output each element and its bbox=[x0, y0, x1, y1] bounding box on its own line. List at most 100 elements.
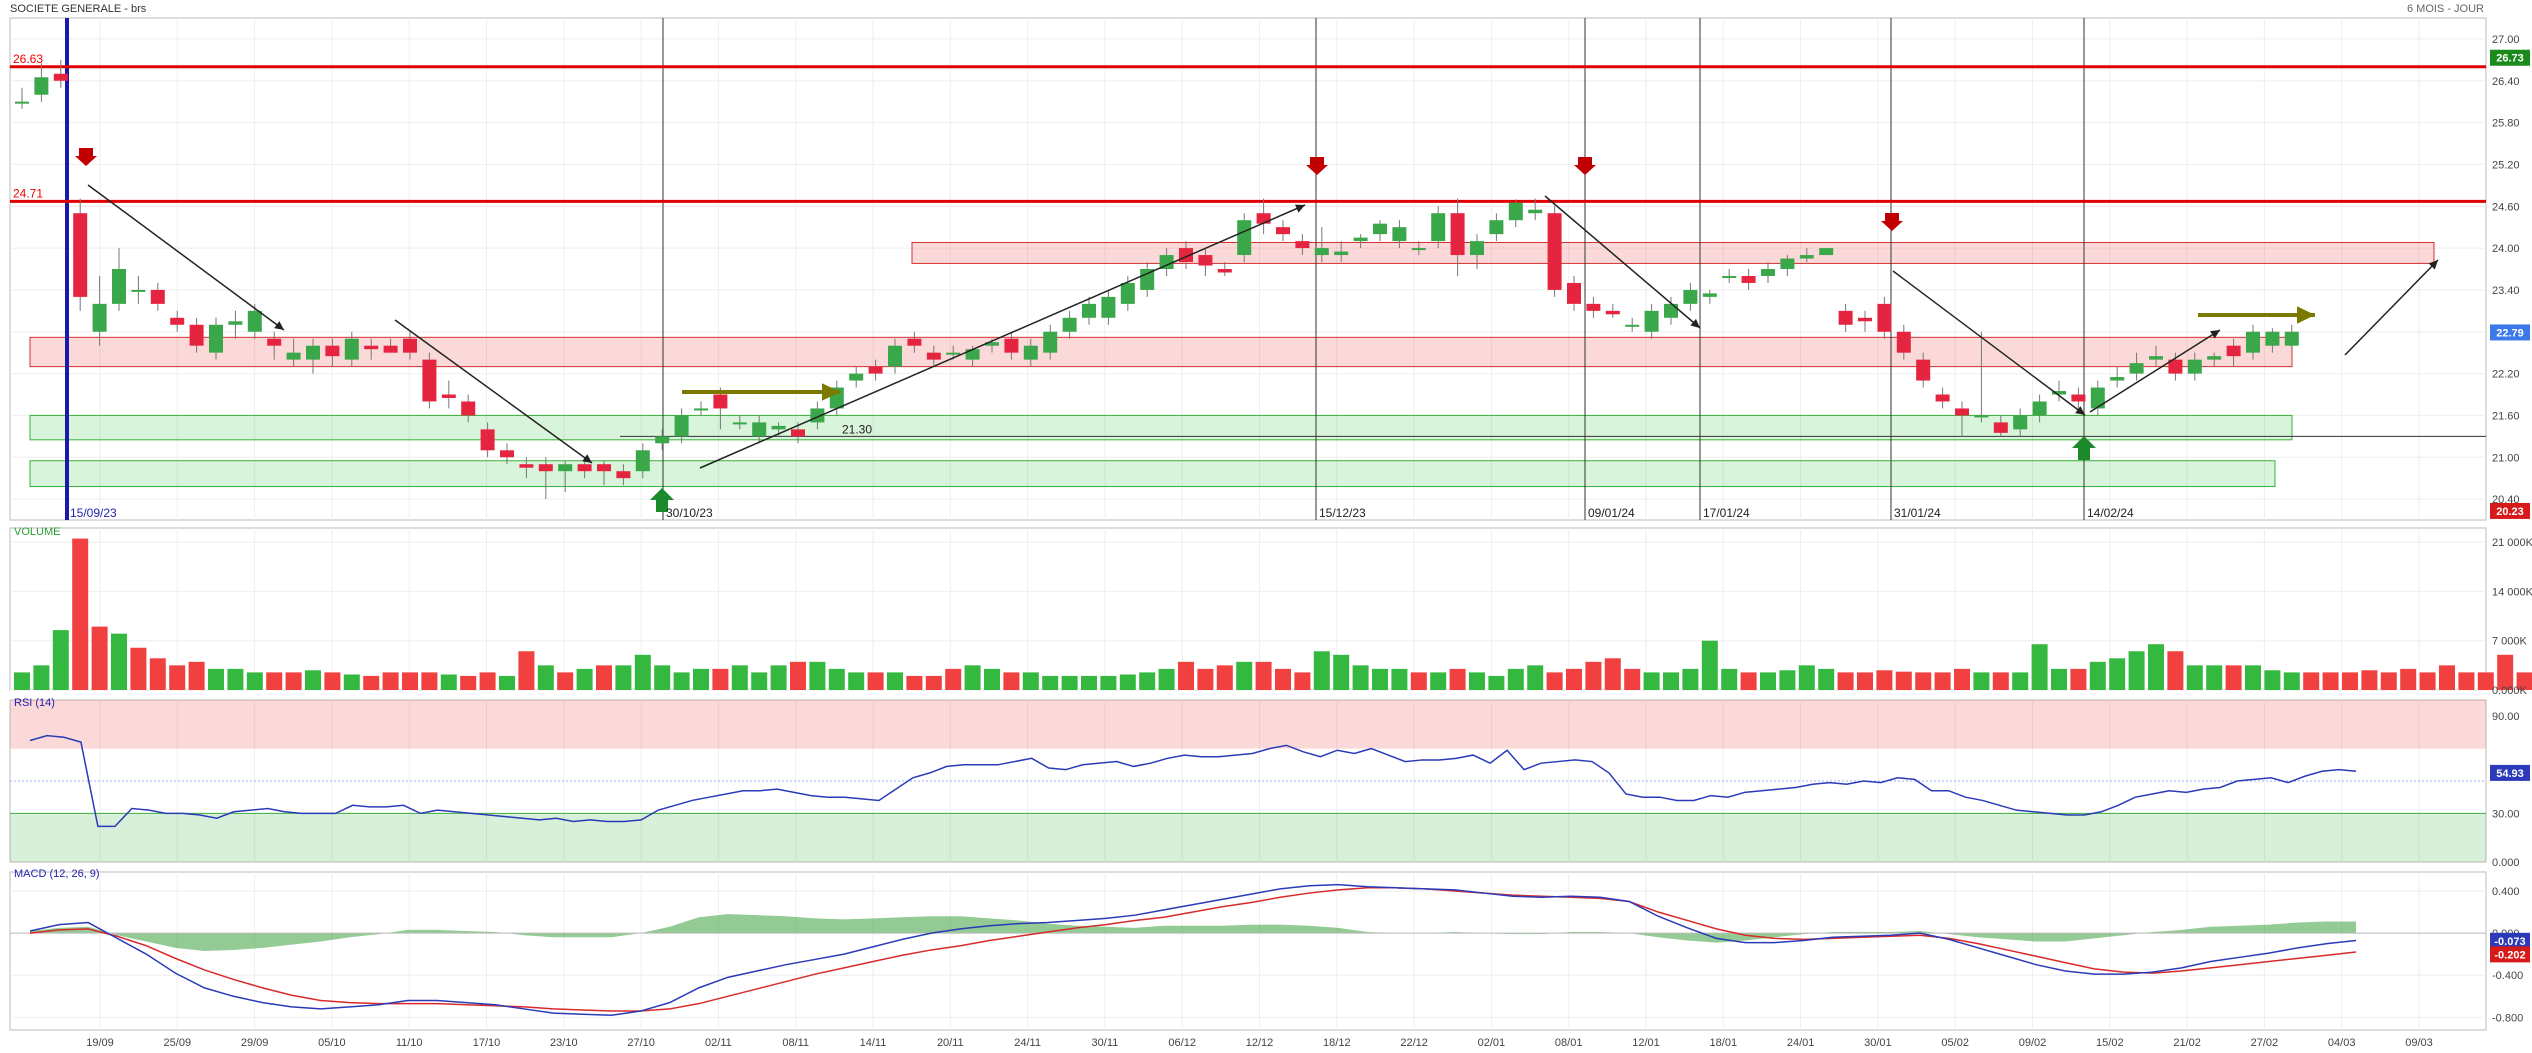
volume-bar bbox=[1740, 672, 1757, 690]
volume-bar bbox=[72, 538, 89, 690]
volume-bar bbox=[2380, 672, 2397, 690]
macd-value-badge: -0.073 bbox=[2494, 936, 2525, 948]
volume-bar bbox=[1061, 675, 1078, 690]
y-tick-label: 23.40 bbox=[2492, 285, 2520, 297]
candle-body bbox=[965, 349, 980, 360]
volume-bar bbox=[615, 665, 632, 690]
volume-bar bbox=[1992, 672, 2009, 690]
candle-body bbox=[2207, 356, 2222, 360]
volume-bar bbox=[537, 665, 554, 690]
candle-body bbox=[1838, 310, 1853, 325]
volume-bar bbox=[1081, 675, 1097, 690]
candle-body bbox=[2052, 391, 2066, 395]
x-tick-label: 29/09 bbox=[241, 1037, 269, 1049]
trend-arrow bbox=[1892, 270, 2086, 416]
candle-body bbox=[1722, 275, 1737, 278]
candle-body bbox=[577, 464, 592, 472]
volume-bar bbox=[1818, 668, 1835, 690]
volume-bar bbox=[1663, 672, 1679, 690]
volume-bar bbox=[1410, 672, 1427, 690]
volume-bar bbox=[2186, 665, 2203, 690]
olive-arrow-head bbox=[2296, 306, 2315, 324]
olive-arrow-head bbox=[821, 383, 840, 401]
candle-body bbox=[597, 464, 611, 472]
y-tick-label: 21.00 bbox=[2492, 452, 2520, 464]
macd-panel-title: MACD (12, 26, 9) bbox=[14, 868, 100, 880]
trend-arrow bbox=[1544, 195, 1701, 329]
macd-tick-label: -0.400 bbox=[2492, 970, 2523, 982]
volume-bar bbox=[266, 672, 283, 690]
x-tick-label: 12/12 bbox=[1246, 1037, 1274, 1049]
volume-bar bbox=[460, 675, 477, 690]
event-date-label: 15/09/23 bbox=[70, 506, 117, 520]
candle-body bbox=[1334, 251, 1349, 256]
y-tick-label: 25.80 bbox=[2492, 118, 2520, 130]
macd-histogram bbox=[30, 914, 2356, 951]
event-date-label: 30/10/23 bbox=[666, 506, 713, 520]
volume-bar bbox=[1895, 671, 1912, 690]
candle-body bbox=[480, 429, 495, 451]
volume-bar bbox=[596, 665, 612, 690]
volume-bar bbox=[731, 665, 748, 690]
volume-bar bbox=[2167, 651, 2184, 690]
rsi-value-badge: 54.93 bbox=[2496, 768, 2524, 780]
candle-body bbox=[538, 464, 553, 472]
volume-bar bbox=[1216, 665, 1233, 690]
candle-body bbox=[1431, 213, 1446, 242]
y-tick-label: 21.60 bbox=[2492, 410, 2520, 422]
volume-bar bbox=[1546, 672, 1563, 690]
volume-bar bbox=[945, 668, 962, 690]
volume-bar bbox=[2458, 672, 2475, 690]
volume-bar bbox=[848, 672, 865, 690]
volume-bar bbox=[2245, 665, 2261, 690]
candle-body bbox=[1547, 213, 1562, 290]
candle-body bbox=[1314, 248, 1329, 256]
candle-body bbox=[1082, 303, 1096, 318]
x-tick-label: 24/11 bbox=[1014, 1037, 1041, 1049]
candle-body bbox=[1955, 408, 1969, 416]
macd-signal-badge: -0.202 bbox=[2494, 949, 2525, 961]
candle-body bbox=[2090, 387, 2105, 409]
resistance-label: 24.71 bbox=[13, 186, 43, 200]
volume-bar bbox=[1430, 672, 1447, 690]
volume-bar bbox=[1139, 672, 1156, 690]
candle-body bbox=[1217, 269, 1232, 273]
volume-bar bbox=[654, 665, 671, 690]
candle-body bbox=[267, 338, 282, 346]
candle-body bbox=[131, 289, 146, 292]
volume-bar bbox=[2206, 665, 2223, 690]
candle-body bbox=[1411, 248, 1426, 251]
candle-body bbox=[2187, 359, 2202, 374]
resistance-zone bbox=[911, 242, 2435, 264]
candle-body bbox=[888, 345, 902, 367]
y-tick-label: 22.20 bbox=[2492, 369, 2520, 381]
candle-body bbox=[771, 425, 786, 430]
candle-body bbox=[2246, 331, 2260, 353]
volume-bar bbox=[1566, 668, 1582, 690]
volume-bar bbox=[1837, 672, 1854, 690]
panel-frame bbox=[9, 17, 2487, 521]
x-tick-label: 14/11 bbox=[860, 1037, 887, 1049]
volume-bar bbox=[382, 672, 399, 690]
event-date-label: 31/01/24 bbox=[1894, 506, 1941, 520]
volume-bar bbox=[91, 626, 108, 690]
volume-bar bbox=[867, 672, 884, 690]
candle-body bbox=[422, 359, 437, 402]
volume-bar bbox=[149, 658, 166, 690]
candle-body bbox=[2265, 331, 2280, 346]
volume-bar bbox=[1003, 672, 1020, 690]
x-tick-label: 05/10 bbox=[318, 1037, 346, 1049]
chart-period: 6 MOIS - JOUR bbox=[2407, 3, 2484, 15]
volume-bar bbox=[305, 670, 321, 690]
volume-bar bbox=[634, 654, 651, 690]
candle-body bbox=[1780, 258, 1795, 269]
candle-body bbox=[1683, 289, 1698, 304]
volume-bar bbox=[421, 672, 438, 690]
volume-bar bbox=[906, 675, 923, 690]
candle-body bbox=[1644, 310, 1659, 332]
x-tick-label: 12/01 bbox=[1632, 1037, 1660, 1049]
volume-bar bbox=[2439, 665, 2455, 690]
volume-bar bbox=[246, 672, 263, 690]
candle-body bbox=[1877, 303, 1892, 332]
